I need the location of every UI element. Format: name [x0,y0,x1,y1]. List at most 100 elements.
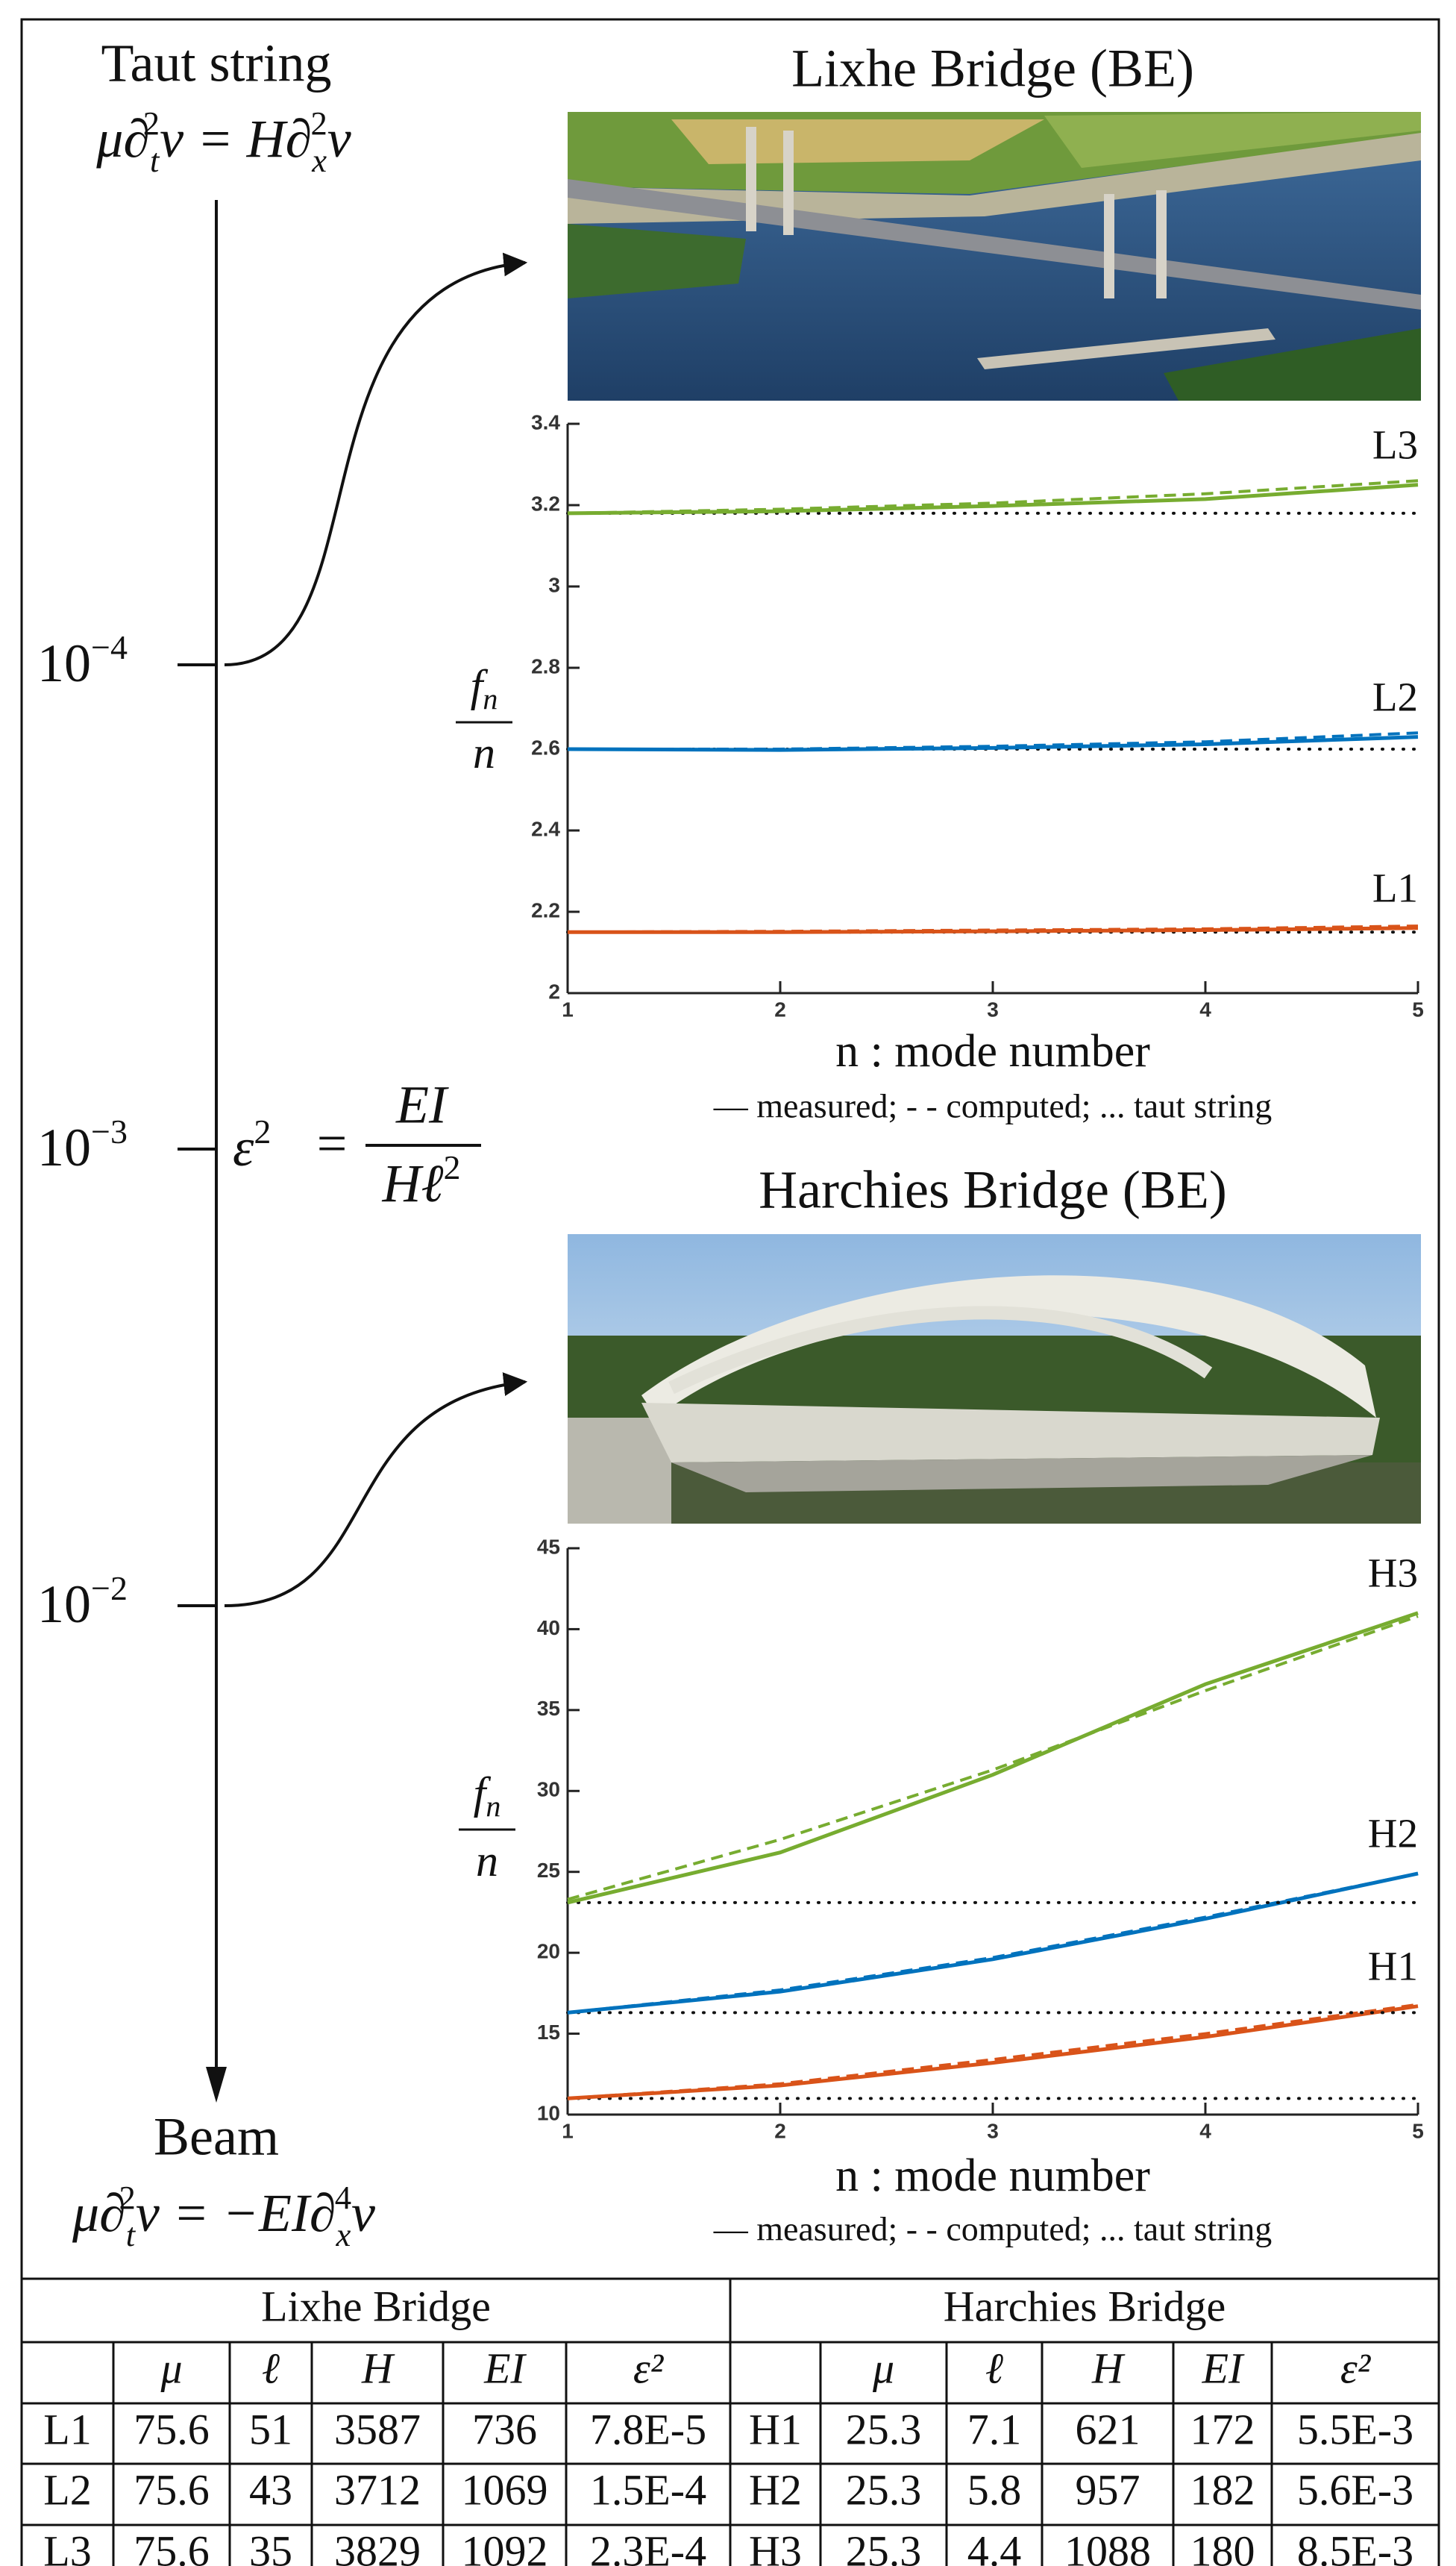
curve-label: H1 [1368,1943,1418,1988]
table-cell: H2 [749,2465,802,2514]
y-axis-label: n [476,1836,498,1886]
caption: — measured; - - computed; ... taut strin… [713,2210,1273,2248]
table-cell: 1088 [1064,2526,1151,2566]
table-cell: 182 [1190,2465,1255,2514]
measured-line [567,1611,1419,1905]
y-tick-label: 3 [548,573,560,596]
table-cell: 43 [249,2465,292,2514]
x-axis-label: n : mode number [835,1026,1150,1077]
y-tick-label: 20 [537,1940,560,1963]
label-sub: n [483,682,498,716]
y-tick-label: 2.8 [531,654,560,678]
table-cell: 5.5E-3 [1297,2405,1413,2453]
equation-text: ε [233,1118,254,1177]
chart-title: Lixhe Bridge (BE) [791,39,1194,98]
epsilon-equation: ε2 [233,1113,271,1177]
table-column-header: μ [160,2344,182,2392]
scale-top-label: Taut string [101,34,332,93]
table-cell: 75.6 [134,2405,210,2453]
x-tick-label: 5 [1412,998,1424,1021]
curve-label: L3 [1372,422,1418,467]
y-tick-label: 35 [537,1697,560,1720]
table-cell: 7.8E-5 [590,2405,706,2453]
equation-sup: 2 [310,104,327,142]
x-tick-label: 1 [562,998,574,1021]
equation-text: μ∂ [95,109,150,169]
y-axis-label: n [473,728,495,777]
equation-text: Hℓ [382,1154,444,1213]
computed-line [567,1871,1419,2015]
table-column-header: ε² [633,2344,665,2392]
table-cell: L1 [43,2405,91,2453]
y-tick-label: 2.6 [531,736,560,759]
computed-line [567,1615,1419,1901]
frame [20,18,1440,2566]
equation-sup: 2 [254,1113,271,1151]
table-cell: 172 [1190,2405,1255,2453]
table-cell: 3712 [334,2465,421,2514]
y-tick-label: 40 [537,1616,560,1639]
taut-equation: μ∂t2v = H∂x2v [95,104,351,179]
y-axis-label: fn [471,661,498,716]
y-tick-label: 25 [537,1859,560,1882]
y-tick-label: 3.4 [531,410,560,434]
table-cell: L2 [43,2465,91,2514]
measured-line [567,2004,1419,2100]
table-cell: 35 [249,2526,292,2566]
measured-line [567,483,1419,516]
x-tick-label: 5 [1412,2119,1424,2142]
scale-tick-label: 10−3 [37,1113,128,1177]
x-tick-label: 4 [1199,998,1211,1021]
y-tick-label: 10 [537,2101,560,2124]
equation-sup: 2 [143,104,160,142]
table-column-header: ℓ [262,2344,280,2392]
table-column-header: EI [1202,2344,1245,2392]
equation-sub: x [311,142,327,179]
curve-label: L2 [1372,674,1418,719]
equation-denominator: Hℓ2 [382,1148,461,1213]
scale-arrowhead [206,2067,227,2103]
caption: — measured; - - computed; ... taut strin… [713,1087,1273,1125]
chart-title: Harchies Bridge (BE) [759,1160,1227,1220]
table-cell: 75.6 [134,2526,210,2566]
table-cell: 180 [1190,2526,1255,2566]
equation-equals: = [317,1114,348,1174]
equation-sub: t [150,142,160,179]
y-tick-label: 2 [548,980,560,1003]
table-cell: 1092 [462,2526,548,2566]
table-cell: 3587 [334,2405,421,2453]
equation-sub: x [336,2216,351,2253]
x-tick-label: 2 [774,998,786,1021]
y-tick-label: 2.2 [531,898,560,921]
y-tick-label: 45 [537,1535,560,1558]
scale-bottom-label: Beam [154,2107,279,2167]
table-cell: L3 [43,2526,91,2566]
equation-text: v [327,109,351,169]
computed-line [567,479,1419,515]
x-axis-label: n : mode number [835,2150,1150,2201]
table-column-header: μ [872,2344,894,2392]
table-cell: 736 [472,2405,537,2453]
measured-line [568,926,1419,934]
table-column-header: H [361,2344,395,2392]
table-cell: 25.3 [846,2465,922,2514]
table-cell: 4.4 [967,2526,1022,2566]
table-column-header: ℓ [985,2344,1003,2392]
equation-sup: 4 [335,2179,351,2216]
table-column-header: H [1091,2344,1126,2392]
scale-tick-label: 10−4 [37,628,128,693]
table-cell: H1 [749,2405,802,2453]
table-cell: 3829 [334,2526,421,2566]
x-tick-label: 3 [987,2119,999,2142]
table-cell: 621 [1076,2405,1140,2453]
equation-numerator: EI [395,1075,449,1135]
equation-text: v [351,2183,375,2243]
equation-text: μ∂ [72,2183,126,2243]
equation-text: v = H∂ [160,109,312,169]
table-cell: 51 [249,2405,292,2453]
equation-sup: 2 [443,1148,460,1186]
photo-harchies [568,1234,1421,1524]
label-sub: n [486,1789,501,1823]
